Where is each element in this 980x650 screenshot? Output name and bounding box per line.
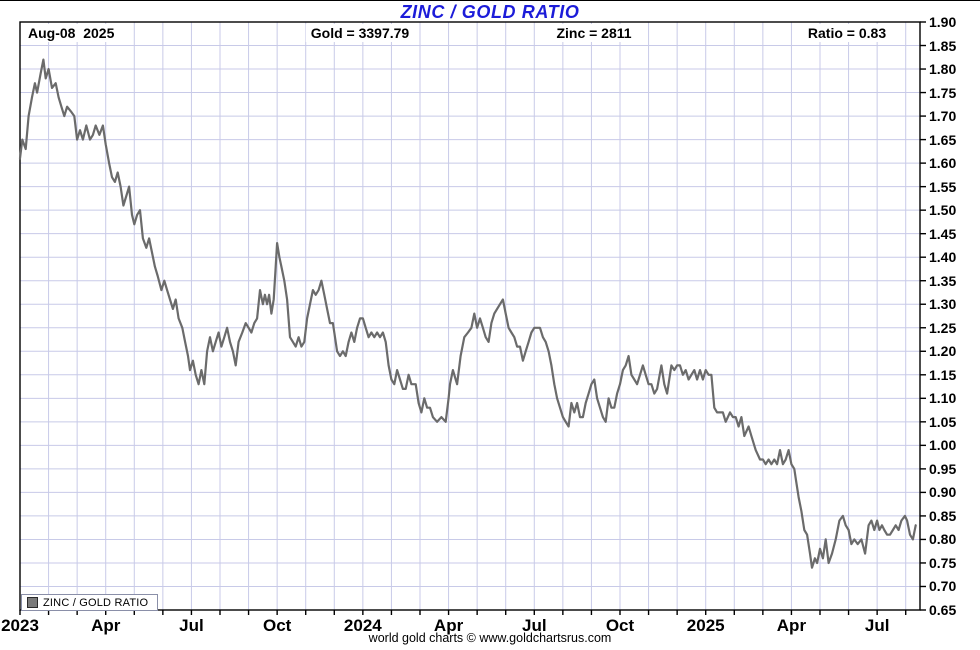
x-tick-label: Apr	[776, 616, 807, 635]
y-tick-label: 1.30	[929, 296, 957, 313]
chart-title: ZINC / GOLD RATIO	[400, 2, 580, 22]
x-tick-label: 2025	[686, 616, 725, 635]
y-tick-label: 1.60	[929, 155, 957, 172]
y-tick-label: 0.90	[929, 484, 957, 501]
ratio-line-series	[18, 58, 917, 569]
y-tick-label: 0.95	[929, 460, 957, 477]
x-tick-label: 2023	[1, 616, 39, 635]
y-tick-label: 1.75	[929, 84, 957, 101]
x-tick-label: Jul	[864, 616, 890, 635]
header-ratio-value: Ratio = 0.83	[802, 24, 892, 42]
y-tick-label: 0.75	[929, 554, 957, 571]
y-tick-label: 1.50	[929, 202, 957, 219]
top-border-line	[0, 0, 980, 1]
header-date: Aug-08 2025	[23, 24, 120, 42]
y-tick-label: 1.45	[929, 225, 957, 242]
y-tick-label: 1.55	[929, 178, 957, 195]
y-tick-label: 0.80	[929, 531, 957, 548]
x-tick-label: Jul	[522, 616, 547, 635]
header-zinc-value: Zinc = 2811	[551, 24, 637, 42]
y-tick-label: 1.05	[929, 413, 957, 430]
y-tick-label: 1.00	[929, 437, 957, 454]
y-tick-label: 0.70	[929, 578, 957, 595]
y-tick-label: 0.65	[929, 602, 957, 618]
plot-frame	[19, 21, 921, 611]
y-tick-label: 1.40	[929, 249, 957, 266]
y-tick-label: 1.90	[929, 14, 957, 30]
legend: ZINC / GOLD RATIO	[21, 594, 159, 611]
y-tick-label: 1.70	[929, 108, 957, 125]
x-tick-label: Apr	[91, 616, 121, 635]
x-tick-label: Oct	[605, 616, 635, 635]
y-tick-label: 1.80	[929, 61, 957, 78]
y-tick-label: 1.10	[929, 390, 957, 407]
y-tick-label: 1.85	[929, 37, 957, 54]
y-tick-label: 1.15	[929, 366, 957, 383]
y-tick-label: 0.85	[929, 507, 957, 524]
legend-swatch-icon	[27, 597, 38, 608]
legend-label: ZINC / GOLD RATIO	[43, 596, 149, 609]
y-tick-label: 1.20	[929, 343, 957, 360]
x-tick-label: 2024	[343, 616, 382, 635]
footer-credit: world gold charts © www.goldchartsrus.co…	[368, 631, 612, 645]
x-tick-label: Jul	[179, 616, 204, 635]
header-gold-value: Gold = 3397.79	[305, 24, 415, 42]
x-tick-label: Oct	[262, 616, 292, 635]
x-tick-label: Apr	[433, 616, 464, 635]
y-tick-label: 1.65	[929, 131, 957, 148]
y-tick-label: 1.35	[929, 272, 957, 289]
y-tick-label: 1.25	[929, 319, 957, 336]
